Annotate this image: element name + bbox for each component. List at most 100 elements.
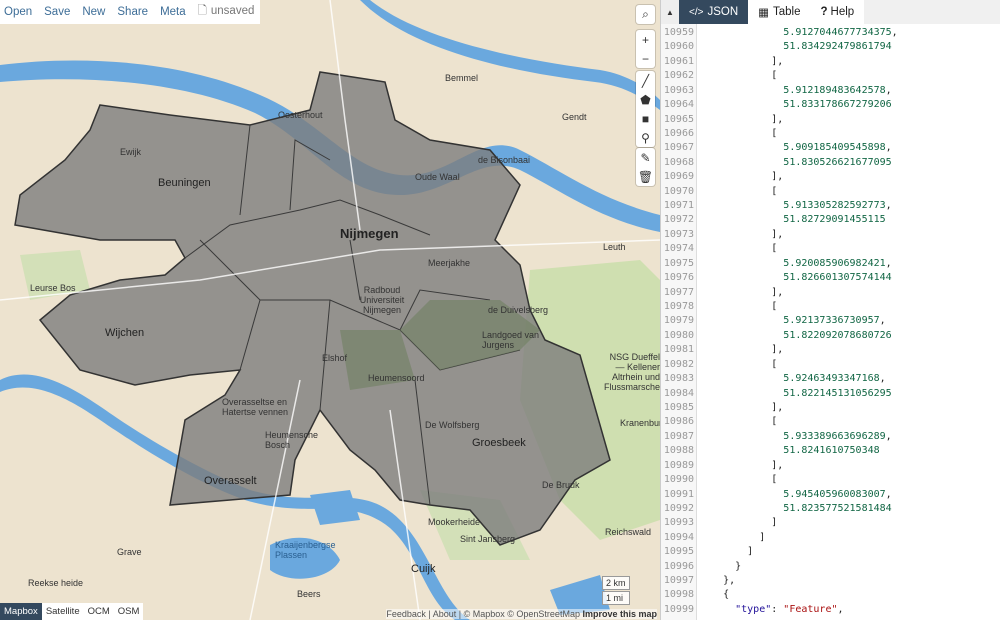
attribution-text[interactable]: Feedback | About | © Mapbox © OpenStreet… xyxy=(386,609,580,619)
tab-json[interactable]: </> JSON xyxy=(679,0,749,24)
zoom-out-button[interactable]: − xyxy=(641,51,649,66)
line-number: 10995 xyxy=(663,546,694,558)
trash-icon[interactable]: 🗑 xyxy=(637,169,654,184)
code-line: 10972 51.82729091455115 xyxy=(661,213,1000,227)
place-label: Overasselt xyxy=(204,475,257,487)
side-panel: ▲ </> JSON ▦ Table ? Help 10959 5.912704467… xyxy=(660,0,1000,620)
place-label: Reekse heide xyxy=(28,578,84,588)
code-text: 51.826601307574144 xyxy=(699,271,891,285)
line-number: 10972 xyxy=(663,214,694,226)
line-number: 10998 xyxy=(663,589,694,601)
code-value: ] xyxy=(771,517,778,529)
code-text: ], xyxy=(699,228,783,242)
layer-switcher: Mapbox Satellite OCM OSM xyxy=(0,603,144,620)
code-line: 10995 ] xyxy=(661,545,1000,559)
code-value: { xyxy=(723,589,730,601)
line-number: 10992 xyxy=(663,502,694,514)
code-line: 10987 5.933389663696289, xyxy=(661,430,1000,444)
marker-icon[interactable]: ⚲ xyxy=(641,130,650,145)
edit-icon[interactable]: ✎ xyxy=(640,150,651,165)
code-value: 5.92137336730957 xyxy=(783,315,880,327)
json-editor[interactable]: 10959 5.9127044677734375, 10960 51.834292… xyxy=(661,24,1000,620)
layer-ocm[interactable]: OCM xyxy=(87,606,110,617)
code-line: 10977 ], xyxy=(661,286,1000,300)
tab-help[interactable]: ? Help xyxy=(810,0,865,24)
line-icon[interactable]: ╱ xyxy=(641,73,650,88)
code-text: } xyxy=(699,560,741,574)
line-number: 10990 xyxy=(663,474,694,486)
code-line: 10967 5.909185409545898, xyxy=(661,141,1000,155)
question-icon: ? xyxy=(820,6,828,18)
forest-area xyxy=(20,250,90,300)
share-button[interactable]: Share xyxy=(117,6,149,18)
code-text: [ xyxy=(699,127,777,141)
code-line: 10989 ], xyxy=(661,459,1000,473)
code-text: [ xyxy=(699,69,777,83)
code-value: 51.834292479861794 xyxy=(783,41,892,53)
code-text: ], xyxy=(699,55,783,69)
code-value: }, xyxy=(723,575,736,587)
save-button[interactable]: Save xyxy=(44,6,71,18)
collapse-icon[interactable]: ▲ xyxy=(666,7,674,17)
code-value: 5.913305282592773 xyxy=(783,200,886,212)
code-text: 51.834292479861794 xyxy=(699,40,892,54)
code-line: 10976 51.826601307574144 xyxy=(661,271,1000,285)
place-label: Elshof xyxy=(322,353,348,363)
file-status-label: unsaved xyxy=(210,4,255,17)
code-text: ] xyxy=(699,531,765,545)
code-value: 5.945405960083007 xyxy=(783,488,886,500)
code-value: ], xyxy=(771,228,784,240)
line-number: 10983 xyxy=(663,373,694,385)
code-value: ], xyxy=(771,286,784,298)
layer-mapbox[interactable]: Mapbox xyxy=(0,603,42,620)
code-line: 10990 [ xyxy=(661,473,1000,487)
code-line: 10979 5.92137336730957, xyxy=(661,314,1000,328)
code-line: 10969 ], xyxy=(661,170,1000,184)
line-number: 10989 xyxy=(663,459,694,471)
rectangle-icon[interactable]: ■ xyxy=(641,111,650,126)
code-text: { xyxy=(699,588,729,602)
place-label: Bemmel xyxy=(445,73,479,83)
layer-satellite[interactable]: Satellite xyxy=(45,606,80,617)
code-text: ], xyxy=(699,170,783,184)
river-rijn xyxy=(360,0,660,110)
code-value: 5.920085906982421 xyxy=(783,257,886,269)
code-text: ] xyxy=(699,545,753,559)
code-line: 10996 } xyxy=(661,560,1000,574)
meta-button[interactable]: Meta xyxy=(160,6,186,18)
line-number: 10985 xyxy=(663,401,694,413)
municipality-polygon xyxy=(14,71,611,546)
code-text: 5.913305282592773, xyxy=(783,200,892,212)
draw-control: ╱ ⬟ ■ ⚲ xyxy=(636,71,655,147)
code-value: 51.82729091455115 xyxy=(783,214,886,226)
map[interactable]: Nijmegen Beuningen Wijchen Groesbeek Ove… xyxy=(0,0,660,620)
new-button[interactable]: New xyxy=(82,6,106,18)
code-line: 10961 ], xyxy=(661,55,1000,69)
code-value: [ xyxy=(771,70,778,82)
code-text: }, xyxy=(699,574,735,588)
code-line: 10984 51.822145131056295 xyxy=(661,387,1000,401)
code-line: 10964 51.833178667279206 xyxy=(661,98,1000,112)
layer-osm[interactable]: OSM xyxy=(117,606,140,617)
code-value: [ xyxy=(771,416,778,428)
place-label: Kraaijenbergse Plassen xyxy=(275,540,336,560)
code-text: 5.912189483642578, xyxy=(783,84,892,96)
code-line: 10988 51.8241610750348 xyxy=(661,444,1000,458)
code-text: ], xyxy=(699,343,783,357)
place-label: Nijmegen xyxy=(340,226,399,241)
place-label: Heumensche Bosch xyxy=(265,430,319,450)
place-label: Meerjakhe xyxy=(428,258,471,268)
place-label: Grave xyxy=(117,547,142,557)
code-line: 10968 51.830526621677095 xyxy=(661,156,1000,170)
panel-tabs: ▲ </> JSON ▦ Table ? Help xyxy=(661,0,1000,24)
code-line: 10971 5.913305282592773, xyxy=(661,199,1000,213)
line-number: 10968 xyxy=(663,156,694,168)
code-value: ], xyxy=(771,171,784,183)
improve-map-link[interactable]: Improve this map xyxy=(582,609,657,619)
polygon-icon[interactable]: ⬟ xyxy=(640,92,651,107)
search-icon[interactable]: ⌕ xyxy=(642,7,649,21)
place-label: Cuijk xyxy=(411,563,436,575)
open-button[interactable]: Open xyxy=(4,6,33,18)
zoom-in-button[interactable]: + xyxy=(641,32,649,47)
tab-table[interactable]: ▦ Table xyxy=(748,0,811,24)
